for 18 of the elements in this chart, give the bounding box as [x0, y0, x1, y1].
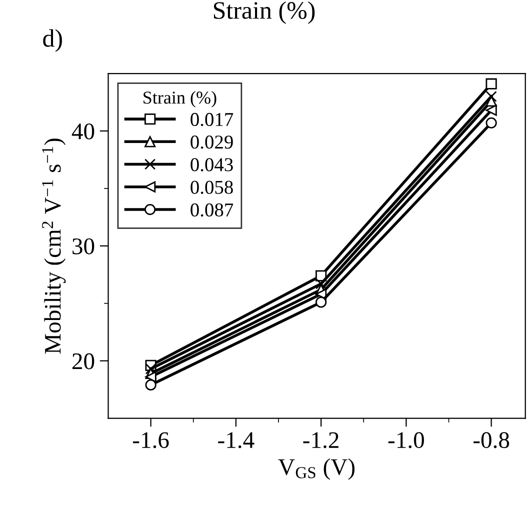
legend-label: 0.029 — [190, 136, 233, 149]
y-tick-label: 40 — [72, 123, 94, 140]
legend-label: 0.087 — [190, 203, 234, 217]
x-tick-label: -1.0 — [388, 432, 424, 448]
legend-label: 0.043 — [190, 158, 233, 172]
legend-title: Strain (%) — [144, 91, 216, 108]
legend-label: 0.058 — [190, 180, 233, 194]
y-axis-title: Mobility (cm$^{2}$ V$^{−1}$ s$^{−1}$) — [42, 138, 66, 354]
x-tick-label: -1.6 — [132, 432, 169, 448]
x-axis-title: V$_{GS}$ (V) — [278, 458, 355, 480]
x-tick-label: -1.4 — [218, 432, 254, 448]
x-tick-label: -0.8 — [474, 432, 510, 448]
legend-label: 0.017 — [190, 112, 234, 126]
y-tick-label: 30 — [72, 238, 94, 254]
text: Strain (%) — [214, 1, 315, 24]
y-tick-label: 20 — [72, 353, 94, 370]
text: d) — [43, 29, 62, 52]
x-tick-label: -1.2 — [303, 432, 338, 448]
